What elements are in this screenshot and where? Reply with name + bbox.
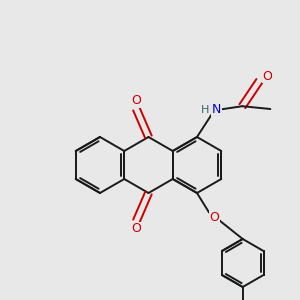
- Text: N: N: [212, 103, 221, 116]
- Text: O: O: [209, 211, 219, 224]
- Text: H: H: [201, 105, 210, 115]
- Text: O: O: [131, 223, 141, 236]
- Text: O: O: [131, 94, 141, 107]
- Text: O: O: [262, 70, 272, 83]
